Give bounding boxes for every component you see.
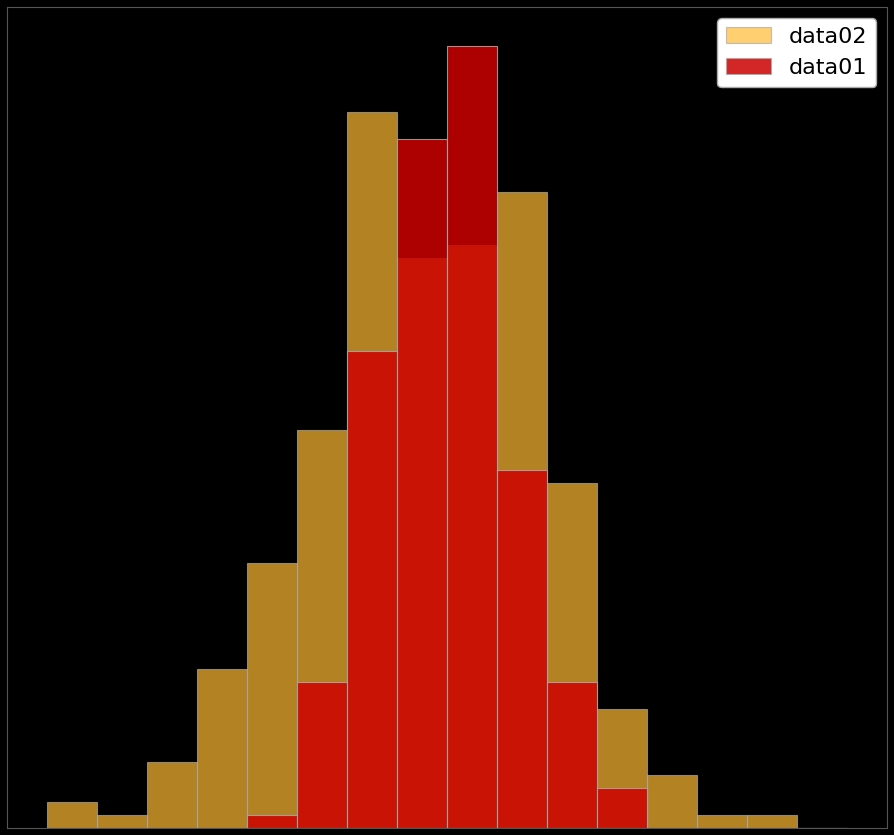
Bar: [197, 669, 247, 828]
Bar: [547, 682, 597, 828]
Bar: [397, 258, 447, 828]
Bar: [97, 815, 147, 828]
Bar: [397, 139, 447, 828]
Legend: data02, data01: data02, data01: [718, 18, 876, 87]
Bar: [597, 788, 647, 828]
Bar: [347, 113, 397, 828]
Bar: [297, 682, 347, 828]
Bar: [447, 245, 497, 828]
Bar: [47, 802, 97, 828]
Bar: [697, 815, 747, 828]
Bar: [247, 815, 297, 828]
Bar: [547, 483, 597, 828]
Bar: [497, 470, 547, 828]
Bar: [347, 351, 397, 828]
Bar: [497, 192, 547, 828]
Bar: [597, 709, 647, 828]
Bar: [447, 46, 497, 828]
Bar: [647, 775, 697, 828]
Bar: [297, 430, 347, 828]
Bar: [747, 815, 797, 828]
Bar: [247, 563, 297, 828]
Bar: [147, 762, 197, 828]
